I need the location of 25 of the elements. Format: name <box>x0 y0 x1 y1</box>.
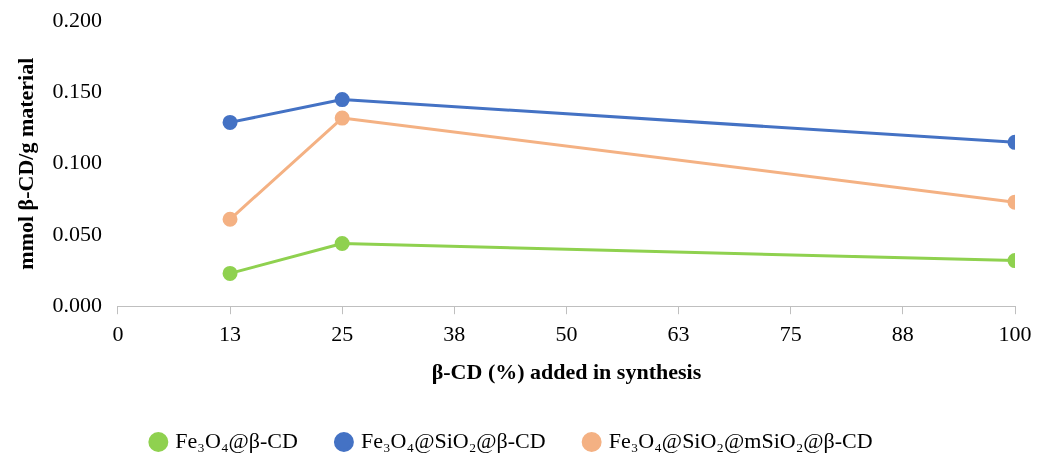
x-tick-label: 25 <box>331 321 354 347</box>
x-tick-label: 0 <box>112 321 124 347</box>
y-tick-label: 0.050 <box>52 220 102 246</box>
x-axis-title: β-CD (%) added in synthesis <box>431 359 702 385</box>
x-tick-label: 38 <box>443 321 466 347</box>
x-tick-label: 75 <box>779 321 802 347</box>
x-tick-label: 13 <box>219 321 242 347</box>
x-tick-label: 63 <box>667 321 690 347</box>
y-tick-label: 0.200 <box>52 6 102 32</box>
point <box>334 110 350 126</box>
legend-label: Fe₃O₄@β-CD <box>175 427 298 453</box>
legend-label: Fe₃O₄@SiO₂@mSiO₂@β-CD <box>608 427 873 453</box>
y-tick-label: 0.150 <box>52 78 102 104</box>
x-tick-label: 100 <box>998 321 1032 347</box>
point <box>334 92 350 108</box>
y-tick-label: 0.100 <box>52 149 102 175</box>
x-tick-label: 50 <box>555 321 578 347</box>
point <box>222 211 238 227</box>
y-axis-title: mmol β-CD/g material <box>12 57 38 270</box>
point <box>222 265 238 281</box>
x-tick-label: 88 <box>891 321 914 347</box>
point <box>334 236 350 251</box>
legend-label: Fe₃O₄@SiO₂@β-CD <box>360 427 546 453</box>
y-tick-label: 0.000 <box>52 291 102 317</box>
point <box>222 114 238 130</box>
